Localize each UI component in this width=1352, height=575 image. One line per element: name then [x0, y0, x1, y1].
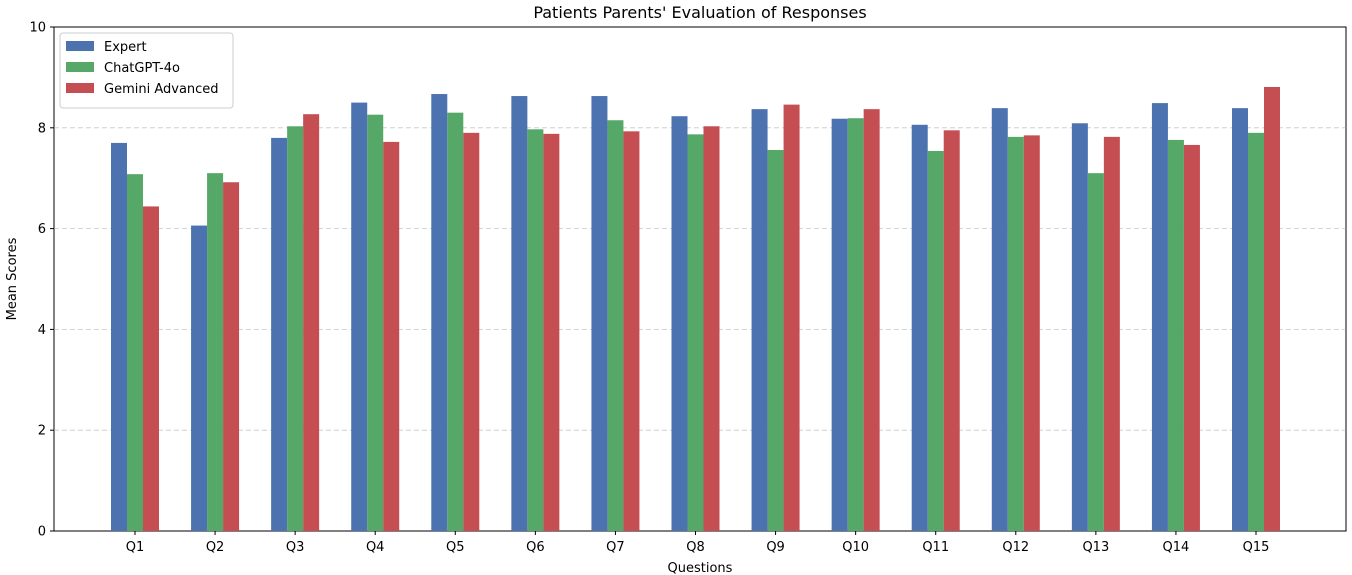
- bar-expert-q2: [191, 225, 208, 532]
- legend-box: [59, 32, 234, 109]
- bar-chatgpt-4o-q2: [207, 173, 224, 531]
- x-axis-label: Questions: [668, 561, 733, 575]
- x-tick-label: Q5: [446, 540, 465, 555]
- bar-expert-q1: [111, 142, 127, 532]
- bar-chatgpt-4o-q9: [767, 149, 784, 531]
- y-tick-label: 8: [38, 121, 46, 136]
- x-tick-label: Q13: [1082, 540, 1109, 555]
- legend-swatch: [66, 83, 94, 93]
- y-tick-label: 2: [38, 424, 46, 439]
- bar-gemini-advanced-q3: [303, 114, 320, 531]
- bar-gemini-advanced-q2: [223, 182, 240, 531]
- legend: Expert ChatGPT-4o Gemini Advanced: [59, 32, 234, 109]
- bar-chatgpt-4o-q3: [287, 126, 304, 532]
- bar-chatgpt-4o-q15: [1248, 132, 1264, 531]
- bar-gemini-advanced-q9: [783, 104, 800, 531]
- x-tick-label: Q12: [1002, 540, 1029, 555]
- bar-expert-q12: [991, 108, 1008, 532]
- x-tick-label: Q8: [686, 540, 705, 555]
- y-axis: 0 2 4 6 8 10: [29, 21, 54, 540]
- x-tick-label: Q14: [1163, 540, 1190, 555]
- bar-gemini-advanced-q6: [543, 133, 560, 531]
- x-axis: Q1 Q2 Q3 Q4 Q5 Q6 Q7 Q8 Q9 Q10 Q11 Q12 Q13 Q14 Q15: [126, 531, 1270, 555]
- bar-expert-q3: [271, 137, 288, 531]
- bar-expert-q14: [1151, 103, 1168, 531]
- bar-gemini-advanced-q4: [383, 141, 400, 532]
- x-tick-label: Q10: [842, 540, 869, 555]
- bar-gemini-advanced-q14: [1183, 144, 1200, 531]
- x-tick-label: Q1: [126, 540, 145, 555]
- bar-gemini-advanced-q11: [943, 130, 960, 531]
- legend-label: ChatGPT-4o: [104, 61, 180, 76]
- bar-gemini-advanced-q12: [1023, 135, 1040, 532]
- bar-gemini-advanced-q8: [703, 126, 720, 532]
- legend-swatch: [66, 62, 94, 72]
- x-tick-label: Q3: [286, 540, 305, 555]
- bar-chatgpt-4o-q14: [1167, 139, 1184, 531]
- bar-gemini-advanced-q7: [623, 131, 640, 531]
- bar-chatgpt-4o-q7: [607, 120, 624, 532]
- chart-title: Patients Parents' Evaluation of Response…: [533, 3, 866, 22]
- legend-label: Expert: [104, 40, 147, 55]
- legend-label: Gemini Advanced: [104, 82, 219, 97]
- bar-chatgpt-4o-q1: [127, 174, 143, 531]
- bar-expert-q9: [751, 109, 768, 531]
- bar-expert-q13: [1071, 123, 1088, 531]
- bar-gemini-advanced-q1: [143, 206, 159, 531]
- bars: [111, 86, 1280, 532]
- bar-chatgpt-4o-q13: [1087, 173, 1104, 531]
- bar-gemini-advanced-q13: [1103, 136, 1120, 531]
- legend-swatch: [66, 41, 94, 51]
- bar-expert-q7: [591, 96, 608, 531]
- x-tick-label: Q2: [206, 540, 225, 555]
- y-tick-label: 6: [38, 222, 46, 237]
- x-tick-label: Q7: [606, 540, 625, 555]
- bar-expert-q15: [1232, 108, 1248, 532]
- bar-expert-q8: [671, 116, 688, 531]
- x-tick-label: Q11: [922, 540, 949, 555]
- y-axis-label: Mean Scores: [5, 237, 20, 320]
- bar-expert-q4: [351, 102, 368, 531]
- bar-expert-q10: [831, 118, 848, 531]
- x-tick-label: Q4: [366, 540, 385, 555]
- bar-expert-q5: [431, 94, 448, 532]
- bar-chatgpt-4o-q4: [367, 114, 384, 532]
- bar-chatgpt-4o-q6: [527, 129, 544, 531]
- bar-gemini-advanced-q5: [463, 132, 480, 531]
- bar-chatgpt-4o-q5: [447, 112, 464, 532]
- x-tick-label: Q15: [1243, 540, 1270, 555]
- bar-gemini-advanced-q10: [863, 109, 880, 531]
- grid-lines: [54, 127, 1346, 431]
- y-tick-label: 0: [38, 525, 46, 540]
- bar-expert-q6: [511, 96, 528, 531]
- bar-chatgpt-4o-q12: [1007, 136, 1024, 531]
- bar-expert-q11: [911, 124, 928, 531]
- y-tick-label: 10: [29, 21, 46, 36]
- bar-gemini-advanced-q15: [1264, 86, 1280, 531]
- bar-chatgpt-4o-q8: [687, 134, 704, 532]
- bar-chatgpt-4o-q11: [927, 150, 944, 531]
- y-tick-label: 4: [38, 323, 46, 338]
- bar-chatgpt-4o-q10: [847, 118, 864, 531]
- x-tick-label: Q6: [526, 540, 545, 555]
- x-tick-label: Q9: [766, 540, 785, 555]
